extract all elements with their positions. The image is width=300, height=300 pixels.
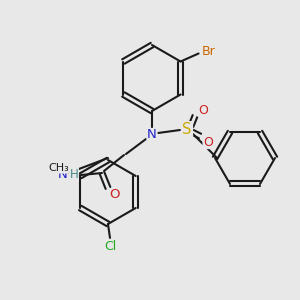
Text: CH₃: CH₃	[48, 163, 69, 173]
Text: Br: Br	[202, 45, 215, 58]
Text: O: O	[109, 188, 119, 202]
Text: O: O	[203, 136, 213, 148]
Text: N: N	[58, 169, 68, 182]
Text: O: O	[198, 103, 208, 116]
Text: H: H	[70, 169, 78, 182]
Text: N: N	[147, 128, 157, 142]
Text: S: S	[182, 122, 192, 137]
Text: Cl: Cl	[104, 239, 116, 253]
